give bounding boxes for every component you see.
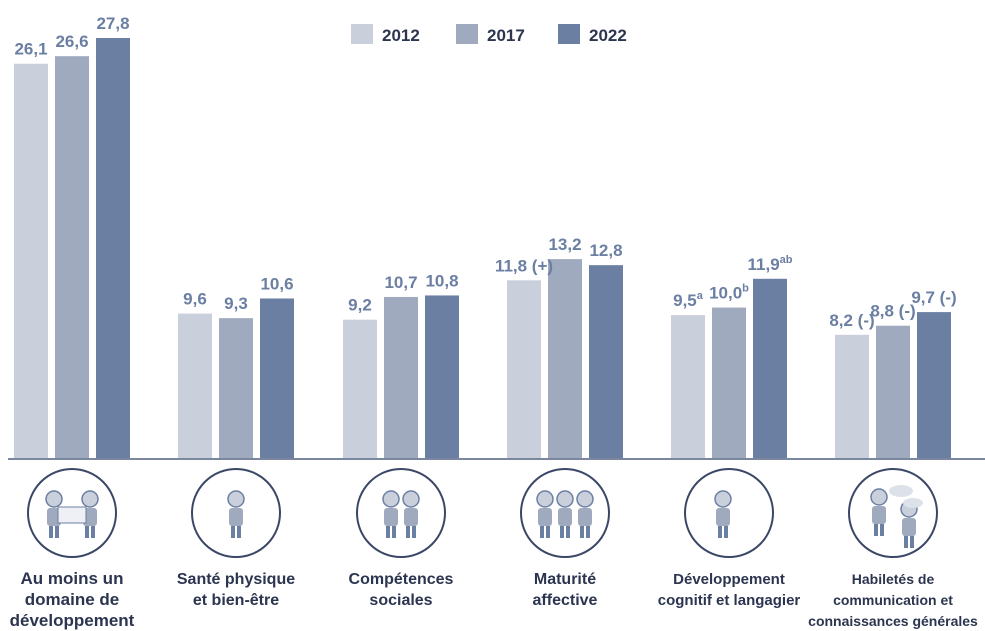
legend-swatch-2017 <box>456 24 478 44</box>
bar-2022-habiletes-de-communication-et-connaissances-generales <box>917 312 951 459</box>
bars <box>14 38 951 460</box>
value-label-2017-habiletes-de-communication-et-connaissances-generales: 8,8 (-) <box>870 302 915 321</box>
at-least-one-domain-icon <box>27 468 117 558</box>
category-label-au-moins-un-domaine-de-developpement: Au moins un domaine de développement <box>10 569 135 630</box>
category-label-developpement-cognitif-et-langagier: Développement cognitif et langagier <box>658 571 801 609</box>
value-label-2017-maturite-affective: 13,2 <box>548 235 581 254</box>
category-labels: Au moins un domaine de développement Santé … <box>10 569 978 630</box>
legend-swatch-2012 <box>351 24 373 44</box>
value-label-2022-habiletes-de-communication-et-connaissances-generales: 9,7 (-) <box>911 288 956 307</box>
value-label-2022-maturite-affective: 12,8 <box>589 241 622 260</box>
value-label-2017-au-moins-un-domaine-de-developpement: 26,6 <box>55 32 88 51</box>
category-label-sante-physique-et-bien-etre: Santé physique et bien-être <box>177 571 295 609</box>
legend-swatch-2022 <box>558 24 580 44</box>
category-label-competences-sociales: Compétences sociales <box>349 571 454 609</box>
bar-2012-competences-sociales <box>343 319 377 459</box>
legend: 2012 2017 2022 <box>351 24 627 45</box>
bar-2017-sante-physique-et-bien-etre <box>219 318 253 459</box>
value-label-2012-competences-sociales: 9,2 <box>348 296 372 315</box>
bar-2012-sante-physique-et-bien-etre <box>178 313 212 459</box>
bar-2012-developpement-cognitif-et-langagier <box>671 315 705 459</box>
legend-label-2022: 2022 <box>589 26 627 45</box>
category-label-maturite-affective: Maturité affective <box>533 571 598 609</box>
bar-2022-developpement-cognitif-et-langagier <box>753 278 787 459</box>
category-icons <box>27 468 938 558</box>
value-label-2012-maturite-affective: 11,8 (+) <box>495 256 553 275</box>
value-label-2022-developpement-cognitif-et-langagier: 11,9ab <box>748 254 793 274</box>
cognitive-development-icon <box>684 468 774 558</box>
bar-2017-maturite-affective <box>548 259 582 459</box>
bar-2022-au-moins-un-domaine-de-developpement <box>96 38 130 459</box>
bar-2017-competences-sociales <box>384 296 418 459</box>
value-label-2022-sante-physique-et-bien-etre: 10,6 <box>260 274 293 293</box>
bar-2012-maturite-affective <box>507 280 541 459</box>
bar-2017-developpement-cognitif-et-langagier <box>712 307 746 459</box>
communication-icon <box>848 468 938 558</box>
value-label-2012-habiletes-de-communication-et-connaissances-generales: 8,2 (-) <box>829 311 874 330</box>
bar-2012-habiletes-de-communication-et-connaissances-generales <box>835 334 869 459</box>
category-label-habiletes-de-communication-et-connaissances-generales: Habiletés de communication et connaissance… <box>808 571 978 629</box>
value-label-2022-competences-sociales: 10,8 <box>425 271 458 290</box>
bar-2022-competences-sociales <box>425 295 459 459</box>
social-skills-icon <box>356 468 446 558</box>
value-label-2017-sante-physique-et-bien-etre: 9,3 <box>224 294 248 313</box>
emotional-maturity-icon <box>520 468 610 558</box>
legend-label-2012: 2012 <box>382 26 420 45</box>
bar-2022-sante-physique-et-bien-etre <box>260 298 294 459</box>
value-labels: 26,1 26,6 27,8 9,6 9,3 10,6 9,2 10,7 10,8 11,8 (+… <box>14 14 956 330</box>
physical-health-icon <box>191 468 281 558</box>
value-label-2012-au-moins-un-domaine-de-developpement: 26,1 <box>14 40 47 59</box>
value-label-2012-developpement-cognitif-et-langagier: 9,5a <box>673 290 704 310</box>
value-label-2012-sante-physique-et-bien-etre: 9,6 <box>183 290 207 309</box>
bar-2022-maturite-affective <box>589 265 623 459</box>
bar-2012-au-moins-un-domaine-de-developpement <box>14 63 48 460</box>
legend-label-2017: 2017 <box>487 26 525 45</box>
value-label-2022-au-moins-un-domaine-de-developpement: 27,8 <box>96 14 129 33</box>
bar-2017-habiletes-de-communication-et-connaissances-generales <box>876 325 910 459</box>
bar-2017-au-moins-un-domaine-de-developpement <box>55 56 89 459</box>
value-label-2017-developpement-cognitif-et-langagier: 10,0b <box>709 283 749 303</box>
value-label-2017-competences-sociales: 10,7 <box>384 273 417 292</box>
